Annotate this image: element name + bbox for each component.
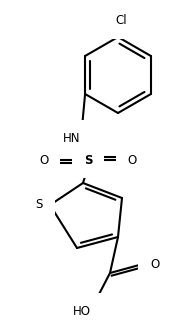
Text: S: S xyxy=(84,153,92,166)
Text: S: S xyxy=(36,199,43,212)
Text: HN: HN xyxy=(63,131,81,144)
Text: Cl: Cl xyxy=(115,14,127,27)
Text: O: O xyxy=(39,153,49,166)
Text: HO: HO xyxy=(73,305,91,318)
Text: O: O xyxy=(127,153,137,166)
Text: O: O xyxy=(150,257,159,270)
